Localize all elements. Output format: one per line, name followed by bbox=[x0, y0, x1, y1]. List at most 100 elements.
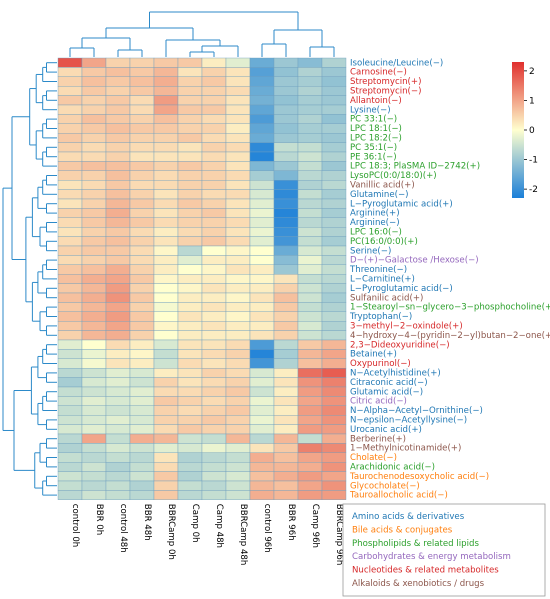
heatmap-cell bbox=[201, 236, 227, 247]
heatmap-cell bbox=[249, 236, 275, 247]
heatmap-cell bbox=[225, 368, 251, 378]
heatmap-cell bbox=[225, 339, 251, 350]
row-label: Glycocholate(−) bbox=[350, 481, 420, 491]
heatmap-cell bbox=[57, 462, 83, 472]
heatmap-cell bbox=[273, 490, 299, 500]
heatmap-cell bbox=[129, 311, 155, 322]
heatmap-cell bbox=[273, 114, 299, 125]
row-label: Arginine(−) bbox=[350, 218, 400, 228]
heatmap-cell bbox=[129, 170, 155, 181]
heatmap-cell bbox=[153, 198, 179, 209]
heatmap-cell bbox=[57, 302, 83, 312]
heatmap-cell bbox=[129, 433, 155, 444]
heatmap-cell bbox=[297, 349, 323, 359]
heatmap-cell bbox=[297, 226, 323, 237]
row-label: N−epsilon−Acetyllysine(−) bbox=[350, 416, 467, 426]
heatmap-cell bbox=[273, 198, 299, 209]
heatmap-cell bbox=[273, 226, 299, 237]
heatmap-cell bbox=[201, 443, 227, 453]
heatmap-cell bbox=[177, 490, 203, 500]
column-label: Camp 0h bbox=[190, 504, 200, 543]
heatmap-cell bbox=[225, 349, 251, 359]
heatmap-cell bbox=[153, 358, 179, 369]
heatmap-cell bbox=[153, 274, 179, 284]
heatmap-cell bbox=[321, 424, 347, 435]
heatmap-cell bbox=[81, 85, 107, 96]
heatmap-cell bbox=[129, 132, 155, 143]
heatmap-cell bbox=[273, 471, 299, 482]
heatmap-cell bbox=[153, 161, 179, 171]
heatmap-cell bbox=[321, 368, 347, 378]
heatmap-cell bbox=[57, 311, 83, 322]
heatmap-cell bbox=[57, 424, 83, 435]
row-label: L−Pyroglutamic acid(+) bbox=[350, 199, 453, 209]
heatmap-cell bbox=[225, 480, 251, 491]
heatmap-cell bbox=[105, 85, 131, 96]
heatmap-cell bbox=[177, 377, 203, 388]
heatmap-cell bbox=[129, 302, 155, 312]
heatmap-cell bbox=[273, 358, 299, 369]
heatmap-cell bbox=[129, 462, 155, 472]
row-label: L−Carnitine(+) bbox=[350, 275, 415, 285]
heatmap-cell bbox=[201, 85, 227, 96]
heatmap-cell bbox=[273, 57, 299, 68]
heatmap-cell bbox=[201, 377, 227, 388]
heatmap-cell bbox=[297, 179, 323, 190]
heatmap-cell bbox=[249, 311, 275, 322]
heatmap-cell bbox=[105, 368, 131, 378]
heatmap-cell bbox=[129, 67, 155, 78]
colorbar-gradient bbox=[512, 62, 524, 198]
column-label: control 0h bbox=[70, 504, 80, 547]
heatmap-cell bbox=[57, 368, 83, 378]
heatmap-cell bbox=[249, 386, 275, 397]
heatmap-cell bbox=[201, 264, 227, 275]
heatmap-cell bbox=[297, 396, 323, 406]
heatmap-cell bbox=[225, 151, 251, 162]
heatmap-cell bbox=[81, 264, 107, 275]
row-label: 4−hydroxy−4−(pyridin−2−yl)butan−2−one(+) bbox=[350, 331, 550, 341]
heatmap-cell bbox=[321, 443, 347, 453]
heatmap-cell bbox=[129, 85, 155, 96]
heatmap-cell bbox=[105, 114, 131, 125]
heatmap-cell bbox=[273, 179, 299, 190]
heatmap-cell bbox=[321, 349, 347, 359]
heatmap-cell bbox=[105, 67, 131, 78]
heatmap-cell bbox=[249, 132, 275, 143]
heatmap-cell bbox=[297, 292, 323, 303]
heatmap-cell bbox=[129, 264, 155, 275]
heatmap-cell bbox=[81, 217, 107, 228]
heatmap-cell bbox=[249, 480, 275, 491]
heatmap-cell bbox=[177, 405, 203, 416]
row-label: Arginine(+) bbox=[350, 209, 400, 219]
heatmap-cell bbox=[321, 170, 347, 181]
heatmap-cell bbox=[273, 132, 299, 143]
row-label: Vanillic acid(+) bbox=[350, 181, 415, 191]
row-label: 1−Stearoyl−sn−glycero−3−phosphocholine(+… bbox=[350, 303, 550, 313]
heatmap-cell bbox=[201, 490, 227, 500]
heatmap-cell bbox=[273, 151, 299, 162]
heatmap-cell bbox=[129, 480, 155, 491]
heatmap-cell bbox=[249, 339, 275, 350]
legend-entry: Nucleotides & related metabolites bbox=[352, 566, 499, 576]
heatmap-cell bbox=[273, 189, 299, 200]
heatmap-cell bbox=[321, 132, 347, 143]
heatmap-cell bbox=[81, 405, 107, 416]
heatmap-cell bbox=[177, 114, 203, 125]
heatmap-cell bbox=[249, 330, 275, 341]
row-labels: Isoleucine/Leucine(−)Carnosine(−)Strepto… bbox=[349, 58, 550, 500]
heatmap-cell bbox=[201, 368, 227, 378]
heatmap-cell bbox=[297, 76, 323, 87]
heatmap-cell bbox=[249, 433, 275, 444]
heatmap-cell bbox=[321, 415, 347, 425]
heatmap-cell bbox=[297, 490, 323, 500]
heatmap-cell bbox=[129, 443, 155, 453]
heatmap-cell bbox=[273, 415, 299, 425]
heatmap-cell bbox=[105, 396, 131, 406]
heatmap-cell bbox=[297, 114, 323, 125]
heatmap-cell bbox=[153, 330, 179, 341]
heatmap-cell bbox=[105, 264, 131, 275]
heatmap-cell bbox=[249, 104, 275, 115]
heatmap-cell bbox=[105, 471, 131, 482]
row-label: Streptomycin(+) bbox=[350, 77, 421, 87]
heatmap-cell bbox=[249, 255, 275, 265]
